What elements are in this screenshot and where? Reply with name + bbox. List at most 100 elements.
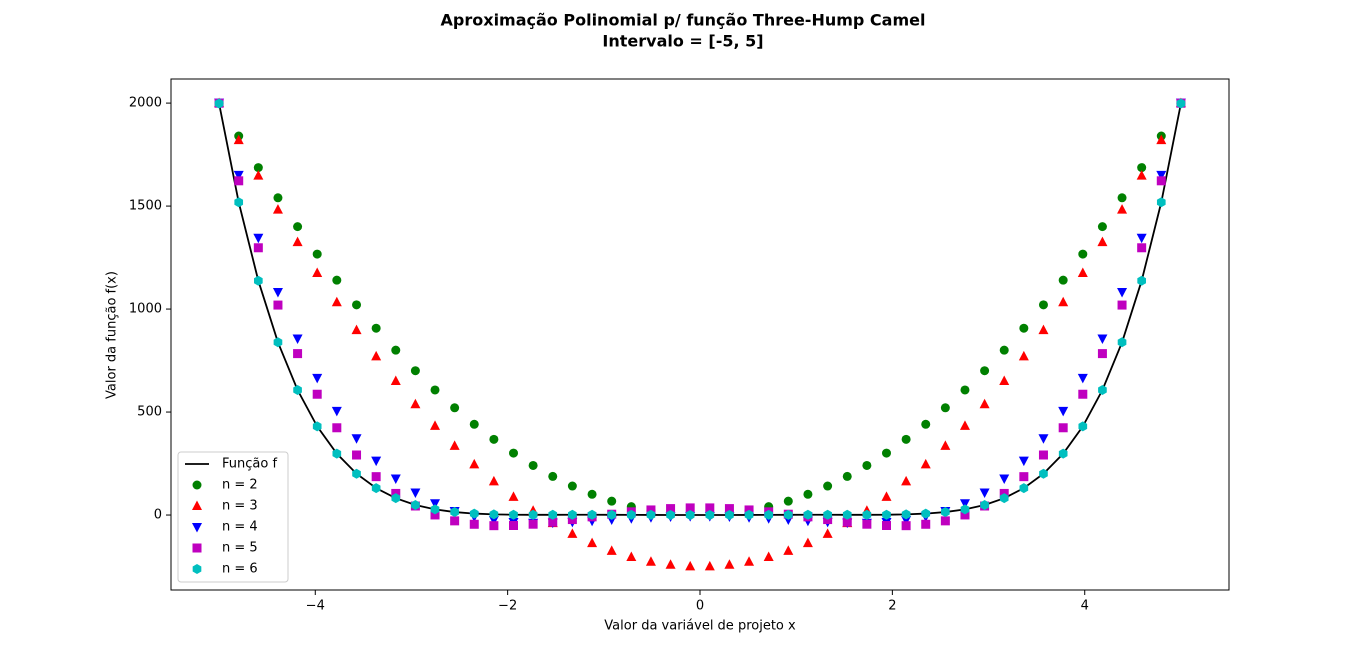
data-point: [411, 499, 420, 510]
data-point: [312, 421, 322, 432]
data-point: [979, 488, 990, 499]
data-point: [488, 475, 499, 486]
data-point: [1058, 448, 1068, 459]
data-point: [1058, 423, 1068, 433]
data-point: [450, 507, 459, 518]
data-point: [233, 134, 244, 145]
data-point: [469, 419, 479, 429]
x-tick-label: −4: [306, 599, 325, 614]
data-point: [979, 398, 990, 409]
data-point: [783, 496, 793, 506]
data-point: [607, 509, 617, 520]
data-point: [312, 389, 322, 399]
data-point: [1097, 236, 1108, 247]
data-point: [959, 499, 970, 509]
data-point: [567, 481, 577, 491]
data-point: [980, 366, 990, 376]
data-point: [1137, 163, 1147, 173]
data-point: [1058, 296, 1069, 307]
data-point: [293, 349, 303, 359]
data-point: [705, 503, 715, 513]
data-point: [488, 516, 499, 526]
y-tick-label: 2000: [129, 96, 162, 111]
data-point: [253, 163, 263, 173]
y-tick-label: 1000: [129, 302, 162, 317]
data-point: [881, 521, 891, 531]
data-point: [568, 509, 577, 520]
y-tick-label: 1500: [129, 199, 162, 214]
data-point: [764, 509, 774, 520]
data-point: [763, 551, 774, 562]
data-point: [567, 528, 578, 538]
data-point: [685, 510, 695, 521]
data-point: [881, 448, 891, 458]
legend-marker: [192, 500, 202, 510]
data-point: [842, 517, 852, 527]
data-point: [705, 510, 715, 521]
data-point: [645, 556, 656, 566]
data-point: [234, 176, 244, 186]
data-point: [352, 468, 361, 479]
data-point: [724, 559, 735, 569]
data-point: [332, 448, 342, 459]
data-point: [1097, 334, 1108, 344]
data-point: [410, 488, 421, 499]
data-point: [509, 509, 518, 520]
data-point: [273, 193, 283, 203]
x-tick-label: 0: [696, 599, 704, 614]
data-point: [410, 366, 420, 376]
data-point: [254, 275, 263, 286]
data-point: [489, 509, 499, 520]
data-point: [1038, 324, 1049, 335]
data-point: [1176, 98, 1186, 109]
data-point: [960, 385, 970, 395]
data-point: [292, 334, 303, 344]
chart-title: Aproximação Polinomial p/ função Three-H…: [441, 11, 926, 30]
data-point: [1117, 287, 1128, 298]
data-point: [489, 434, 499, 444]
legend-marker: [192, 543, 202, 553]
data-point: [273, 337, 283, 348]
data-point: [1058, 275, 1068, 285]
data-point: [999, 493, 1009, 504]
data-point: [803, 489, 813, 499]
data-point: [528, 519, 538, 529]
data-point: [273, 300, 283, 310]
data-point: [292, 236, 303, 247]
data-point: [312, 267, 323, 277]
data-point: [528, 509, 538, 520]
data-point: [862, 509, 872, 520]
data-point: [430, 499, 441, 509]
data-point: [959, 420, 970, 430]
data-point: [587, 509, 597, 520]
data-point: [508, 491, 519, 501]
x-tick-label: 4: [1081, 599, 1089, 614]
data-point: [607, 496, 617, 506]
data-point: [509, 448, 519, 458]
data-point: [999, 375, 1010, 386]
data-point: [312, 373, 323, 384]
y-axis-label: Valor da função f(x): [105, 271, 120, 399]
data-point: [1137, 243, 1147, 253]
legend-label: n = 3: [222, 499, 258, 514]
data-point: [371, 456, 382, 467]
data-point: [371, 472, 381, 482]
data-point: [352, 300, 362, 310]
data-point: [901, 434, 911, 444]
data-point: [744, 509, 754, 520]
data-point: [528, 460, 538, 470]
data-point: [881, 491, 892, 501]
legend-label: n = 4: [222, 520, 258, 535]
data-point: [233, 170, 244, 181]
data-point: [312, 249, 322, 259]
data-point: [665, 559, 676, 569]
data-point: [940, 440, 951, 450]
data-point: [469, 519, 479, 529]
data-point: [1078, 421, 1088, 432]
data-point: [744, 556, 755, 566]
data-point: [391, 345, 401, 355]
data-point: [783, 545, 794, 555]
data-point: [450, 403, 460, 413]
data-point: [901, 509, 911, 520]
